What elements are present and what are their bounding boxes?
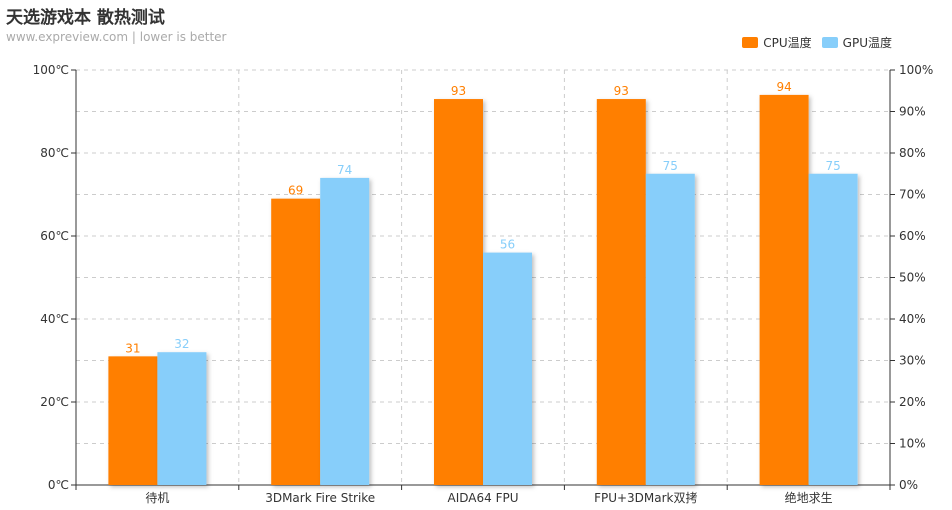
chart-subtitle: www.expreview.com | lower is better bbox=[6, 30, 227, 44]
bar-value-label: 93 bbox=[451, 84, 466, 98]
bar-cpu bbox=[108, 356, 158, 485]
y-tick-label-right: 80% bbox=[899, 146, 926, 160]
x-tick-label: AIDA64 FPU bbox=[448, 491, 519, 505]
x-tick-label: 绝地求生 bbox=[785, 490, 833, 505]
bar-value-label: 94 bbox=[776, 80, 791, 94]
y-tick-label-right: 70% bbox=[899, 188, 926, 202]
bar-value-label: 74 bbox=[337, 163, 352, 177]
bar-gpu bbox=[483, 252, 532, 485]
chart-legend: CPU温度 GPU温度 bbox=[742, 34, 892, 51]
y-tick-label-left: 100℃ bbox=[33, 63, 69, 77]
y-tick-label-left: 20℃ bbox=[40, 395, 69, 409]
legend-label-cpu: CPU温度 bbox=[763, 36, 812, 50]
bar-value-label: 75 bbox=[663, 159, 678, 173]
y-tick-label-right: 60% bbox=[899, 229, 926, 243]
y-tick-label-right: 90% bbox=[899, 105, 926, 119]
legend-label-gpu: GPU温度 bbox=[842, 36, 892, 50]
y-tick-label-left: 0℃ bbox=[48, 478, 69, 492]
bar-cpu bbox=[271, 198, 321, 485]
legend-item-cpu[interactable]: CPU温度 bbox=[742, 34, 812, 51]
bar-value-label: 56 bbox=[500, 238, 515, 252]
y-tick-label-left: 80℃ bbox=[40, 146, 69, 160]
y-tick-label-right: 20% bbox=[899, 395, 926, 409]
bar-value-label: 69 bbox=[288, 184, 303, 198]
y-tick-label-left: 60℃ bbox=[40, 229, 69, 243]
y-tick-label-right: 0% bbox=[899, 478, 918, 492]
bar-value-label: 93 bbox=[614, 84, 629, 98]
y-tick-label-left: 40℃ bbox=[40, 312, 69, 326]
y-tick-label-right: 30% bbox=[899, 354, 926, 368]
bar-gpu bbox=[157, 352, 207, 485]
y-tick-label-right: 50% bbox=[899, 271, 926, 285]
bar-gpu bbox=[645, 173, 695, 485]
legend-swatch-cpu bbox=[742, 37, 759, 48]
bar-value-label: 31 bbox=[125, 341, 140, 355]
bar-cpu bbox=[759, 94, 809, 486]
legend-swatch-gpu bbox=[821, 37, 838, 48]
bar-cpu bbox=[596, 99, 646, 486]
bar-value-label: 75 bbox=[825, 159, 840, 173]
bar-cpu bbox=[434, 99, 483, 486]
legend-item-gpu[interactable]: GPU温度 bbox=[821, 34, 892, 51]
y-tick-label-right: 10% bbox=[899, 437, 926, 451]
y-tick-label-right: 40% bbox=[899, 312, 926, 326]
x-tick-label: FPU+3DMark双拷 bbox=[594, 490, 697, 505]
chart-title: 天选游戏本 散热测试 bbox=[6, 8, 165, 28]
bar-gpu bbox=[320, 177, 370, 485]
bar-gpu bbox=[808, 173, 858, 485]
y-tick-label-right: 100% bbox=[899, 63, 933, 77]
bar-value-label: 32 bbox=[174, 337, 189, 351]
x-tick-label: 3DMark Fire Strike bbox=[265, 491, 375, 505]
x-tick-label: 待机 bbox=[145, 491, 169, 505]
